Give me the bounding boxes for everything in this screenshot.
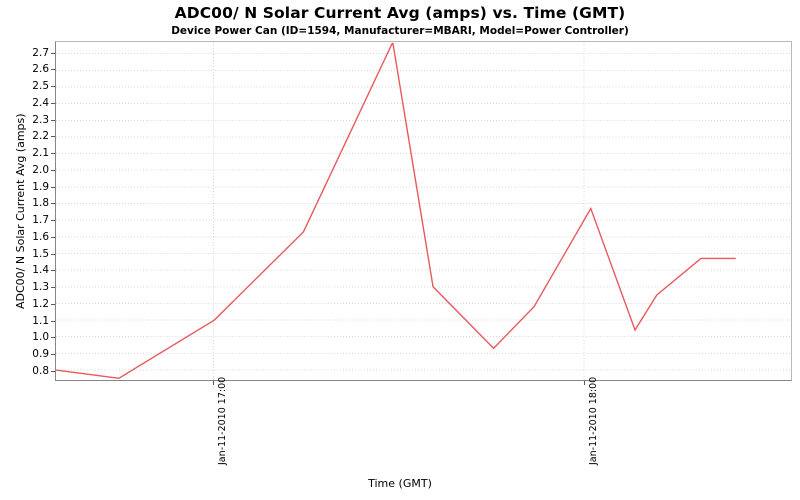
title-block: ADC00/ N Solar Current Avg (amps) vs. Ti… [0,4,800,38]
y-tick-label: 1.0 [32,331,49,344]
chart-subtitle: Device Power Can (ID=1594, Manufacturer=… [171,25,629,37]
y-tick-label: 0.9 [32,348,49,361]
y-tick-label: 2.7 [32,46,49,59]
chart-title: ADC00/ N Solar Current Avg (amps) vs. Ti… [174,4,626,22]
x-tick-mark [584,381,585,385]
y-axis-label: ADC00/ N Solar Current Avg (amps) [14,113,27,309]
y-tick-label: 2.6 [32,63,49,76]
plot-area [55,41,792,381]
data-series-line [56,42,736,380]
x-tick-mark [213,381,214,385]
x-axis-label: Time (GMT) [368,477,432,490]
x-tick-label: Jan-11-2010 18:00 [588,376,600,465]
y-tick-label: 1.1 [32,314,49,327]
y-tick-label: 2.5 [32,80,49,93]
x-tick-label: Jan-11-2010 17:00 [216,376,228,465]
y-tick-label: 0.8 [32,364,49,377]
y-tick-label: 2.4 [32,96,49,109]
